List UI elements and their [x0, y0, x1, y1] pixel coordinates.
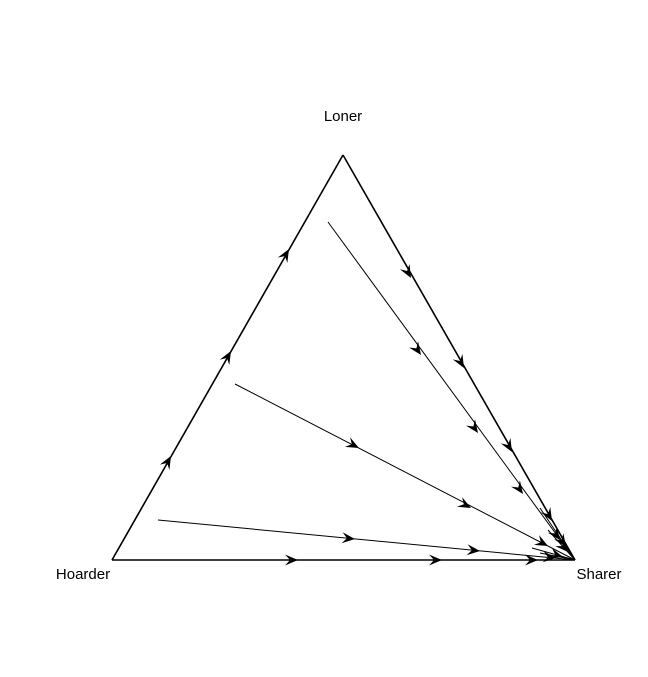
flow-arrowhead: [511, 480, 523, 494]
flow-arrowhead: [466, 419, 478, 433]
flow-arrowhead: [533, 535, 548, 546]
flow-arrowhead: [219, 351, 231, 365]
trajectories: [157, 221, 576, 561]
flow-arrowhead: [409, 341, 421, 355]
trajectory-near-right-c: [531, 547, 576, 561]
flow-arrowhead: [540, 507, 552, 521]
simplex-edges: [111, 154, 576, 561]
vertex-label-sharer: Sharer: [576, 566, 621, 583]
flow-arrowhead: [341, 532, 355, 544]
flow-arrowhead: [452, 354, 464, 368]
vertex-label-loner: Loner: [324, 108, 362, 125]
flow-arrowhead: [429, 554, 442, 566]
flow-arrowhead: [344, 437, 359, 448]
flow-arrowhead: [285, 554, 298, 566]
vertex-label-hoarder: Hoarder: [56, 566, 110, 583]
flow-arrowhead: [399, 264, 411, 278]
trajectory-upper: [327, 221, 576, 561]
flow-arrowhead: [466, 544, 480, 556]
flow-arrowhead: [542, 551, 556, 563]
flow-arrowhead: [456, 497, 471, 508]
flow-arrowheads: [159, 249, 568, 566]
flow-arrowhead: [555, 538, 568, 552]
flow-arrowhead: [547, 526, 560, 540]
edge-loner-sharer: [342, 154, 576, 561]
flow-arrowhead: [549, 548, 563, 559]
trajectory-lower: [157, 519, 576, 561]
flow-arrowhead: [525, 554, 538, 566]
trajectory-middle: [234, 383, 576, 561]
flow-arrowhead: [159, 456, 171, 470]
flow-arrowhead: [500, 438, 512, 452]
flow-arrowhead: [277, 249, 289, 263]
